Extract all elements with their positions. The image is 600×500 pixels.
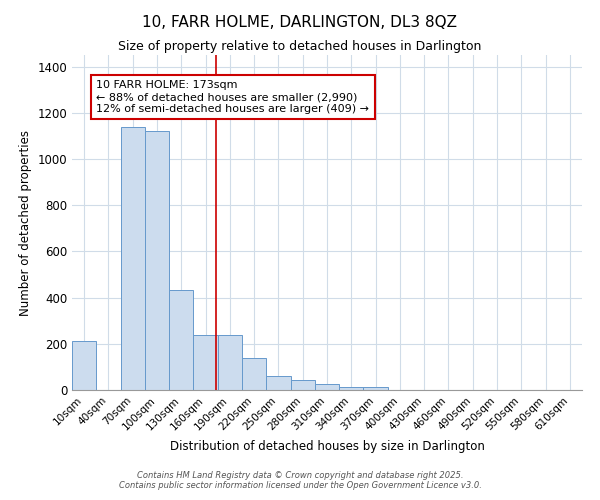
Text: 10 FARR HOLME: 173sqm
← 88% of detached houses are smaller (2,990)
12% of semi-d: 10 FARR HOLME: 173sqm ← 88% of detached … [96, 80, 369, 114]
Bar [218, 334, 242, 390]
Text: Contains HM Land Registry data © Crown copyright and database right 2025.
Contai: Contains HM Land Registry data © Crown c… [119, 470, 481, 490]
Bar [72, 342, 96, 390]
Bar [169, 290, 193, 390]
Bar [266, 376, 290, 390]
Bar [339, 386, 364, 390]
Y-axis label: Number of detached properties: Number of detached properties [19, 130, 32, 316]
Bar [145, 131, 169, 390]
Bar [315, 384, 339, 390]
Bar [121, 126, 145, 390]
Bar [290, 380, 315, 390]
X-axis label: Distribution of detached houses by size in Darlington: Distribution of detached houses by size … [170, 440, 484, 453]
Bar [242, 358, 266, 390]
Text: 10, FARR HOLME, DARLINGTON, DL3 8QZ: 10, FARR HOLME, DARLINGTON, DL3 8QZ [143, 15, 458, 30]
Bar [364, 386, 388, 390]
Text: Size of property relative to detached houses in Darlington: Size of property relative to detached ho… [118, 40, 482, 53]
Bar [193, 334, 218, 390]
